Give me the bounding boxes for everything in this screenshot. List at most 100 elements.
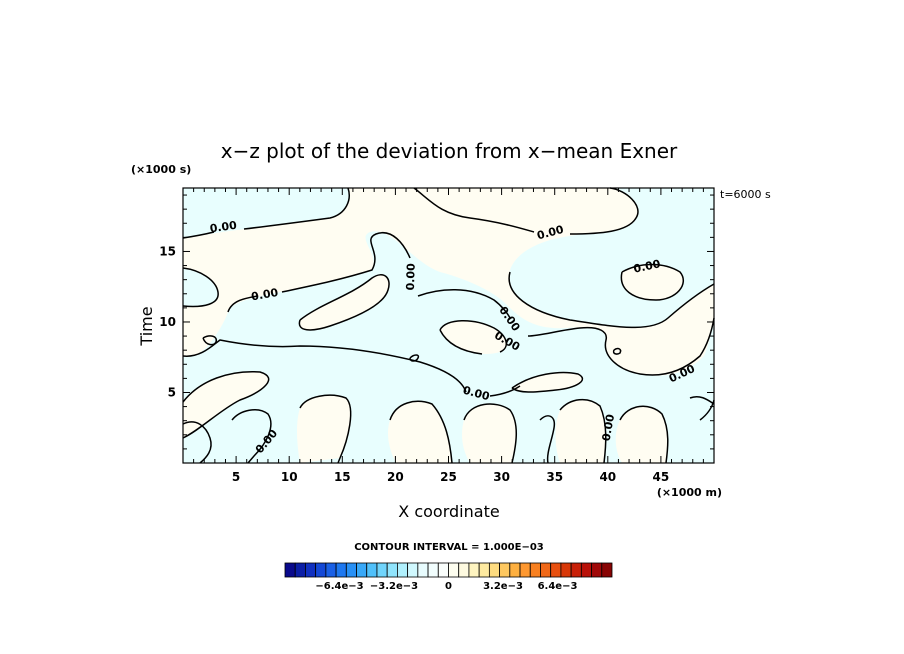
colorbar-tick-labels: −6.4e−3 −3.2e−3 0 3.2e−3 6.4e−3	[315, 581, 577, 592]
colorbar-cell	[591, 562, 603, 578]
zero-contour-line	[612, 347, 622, 355]
zero-contour-line	[539, 415, 556, 464]
colorbar-cell	[540, 562, 552, 578]
y-tick-label: 5	[168, 385, 176, 399]
colorbar-cell	[427, 562, 439, 578]
colorbar-tick-label: −6.4e−3	[315, 581, 363, 592]
x-tick-labels: 5 10 15 20 25 30 35 40 45	[232, 470, 669, 484]
x-tick-label: 5	[232, 470, 240, 484]
negative-regions	[183, 188, 714, 463]
x-tick-label: 10	[281, 470, 298, 484]
positive-region	[512, 372, 583, 392]
x-tick-label: 20	[387, 470, 404, 484]
contour-label: 0.00	[632, 257, 662, 275]
x-tick-label: 25	[440, 470, 457, 484]
positive-region	[299, 274, 390, 330]
colorbar-cell	[550, 562, 562, 578]
colorbar	[284, 562, 613, 578]
zero-contour-line	[298, 274, 390, 331]
colorbar-cell	[345, 562, 357, 578]
colorbar-cell	[519, 562, 531, 578]
time-stamp: t=6000 s	[720, 188, 771, 201]
colorbar-cell	[417, 562, 429, 578]
x-unit-label: (×1000 m)	[657, 486, 722, 499]
y-tick-label: 15	[159, 244, 176, 258]
zero-contour-line	[389, 400, 453, 464]
zero-contour-line	[182, 421, 212, 464]
zero-contour-line	[559, 398, 607, 464]
contour-label: 0.00	[404, 263, 418, 291]
plot-area: 0.000.000.000.000.000.000.000.000.00 0.00…	[182, 187, 715, 464]
x-tick-label: 45	[653, 470, 670, 484]
colorbar-cell	[294, 562, 306, 578]
zero-contour-line	[182, 371, 270, 439]
colorbar-tick-label: 6.4e−3	[538, 581, 578, 592]
chart-title: x−z plot of the deviation from x−mean Ex…	[221, 139, 678, 163]
zero-contour-line	[463, 403, 517, 464]
colorbar-cell	[580, 562, 592, 578]
positive-region	[555, 399, 606, 463]
x-tick-label: 30	[493, 470, 510, 484]
contour-label: 0.00	[600, 413, 618, 442]
colorbar-cell	[386, 562, 398, 578]
axis-ticks	[183, 188, 714, 463]
colorbar-cell	[397, 562, 409, 578]
contour-label: 0.00	[250, 286, 279, 304]
zero-contour-line	[231, 408, 272, 464]
zero-contour-line	[619, 405, 669, 464]
zero-contour-line	[409, 354, 420, 362]
positive-region	[440, 320, 507, 354]
colorbar-cell	[468, 562, 480, 578]
zero-contours	[182, 187, 715, 464]
colorbar-cell	[458, 562, 470, 578]
positive-region	[621, 264, 684, 300]
positive-region	[388, 401, 452, 463]
colorbar-cell	[560, 562, 572, 578]
colorbar-cell	[570, 562, 582, 578]
zero-contour-line	[182, 267, 219, 308]
colorbar-cell	[376, 562, 388, 578]
colorbar-cell	[366, 562, 378, 578]
zero-contour-line	[508, 271, 715, 329]
x-tick-label: 35	[546, 470, 563, 484]
colorbar-cell	[488, 562, 500, 578]
negative-region	[183, 188, 350, 238]
colorbar-tick-label: −3.2e−3	[370, 581, 418, 592]
positive-region	[615, 406, 668, 463]
colorbar-cell	[601, 562, 613, 578]
positive-region	[462, 404, 517, 463]
zero-contour-line	[620, 263, 685, 301]
contour-label: 0.00	[209, 219, 238, 236]
colorbar-cell	[356, 562, 368, 578]
colorbar-cell	[437, 562, 449, 578]
colorbar-cell	[499, 562, 511, 578]
zero-contour-line	[511, 371, 584, 393]
colorbar-cell	[325, 562, 337, 578]
colorbar-cell	[284, 562, 296, 578]
zero-contour-line	[413, 187, 639, 235]
y-unit-label: (×1000 s)	[131, 163, 191, 176]
positive-region	[297, 395, 351, 463]
zero-contour-line	[202, 335, 218, 346]
colorbar-cell	[529, 562, 541, 578]
y-tick-labels: 5 10 15	[159, 244, 176, 399]
colorbar-cell	[335, 562, 347, 578]
y-tick-label: 10	[159, 315, 176, 329]
y-axis-title: Time	[137, 306, 156, 346]
x-tick-label: 15	[334, 470, 351, 484]
zero-contour-line	[439, 320, 507, 355]
colorbar-cell	[305, 562, 317, 578]
colorbar-cell	[478, 562, 490, 578]
colorbar-cell	[509, 562, 521, 578]
contour-interval-text: CONTOUR INTERVAL = 1.000E−03	[354, 542, 544, 553]
colorbar-cell	[315, 562, 327, 578]
colorbar-tick-label: 3.2e−3	[483, 581, 523, 592]
colorbar-tick-label: 0	[445, 581, 452, 592]
x-axis-title: X coordinate	[398, 502, 499, 521]
x-tick-label: 40	[599, 470, 616, 484]
zero-contour-line	[299, 394, 352, 464]
zero-contour-line	[227, 231, 715, 376]
positive-region	[183, 371, 269, 438]
negative-region	[183, 268, 219, 307]
